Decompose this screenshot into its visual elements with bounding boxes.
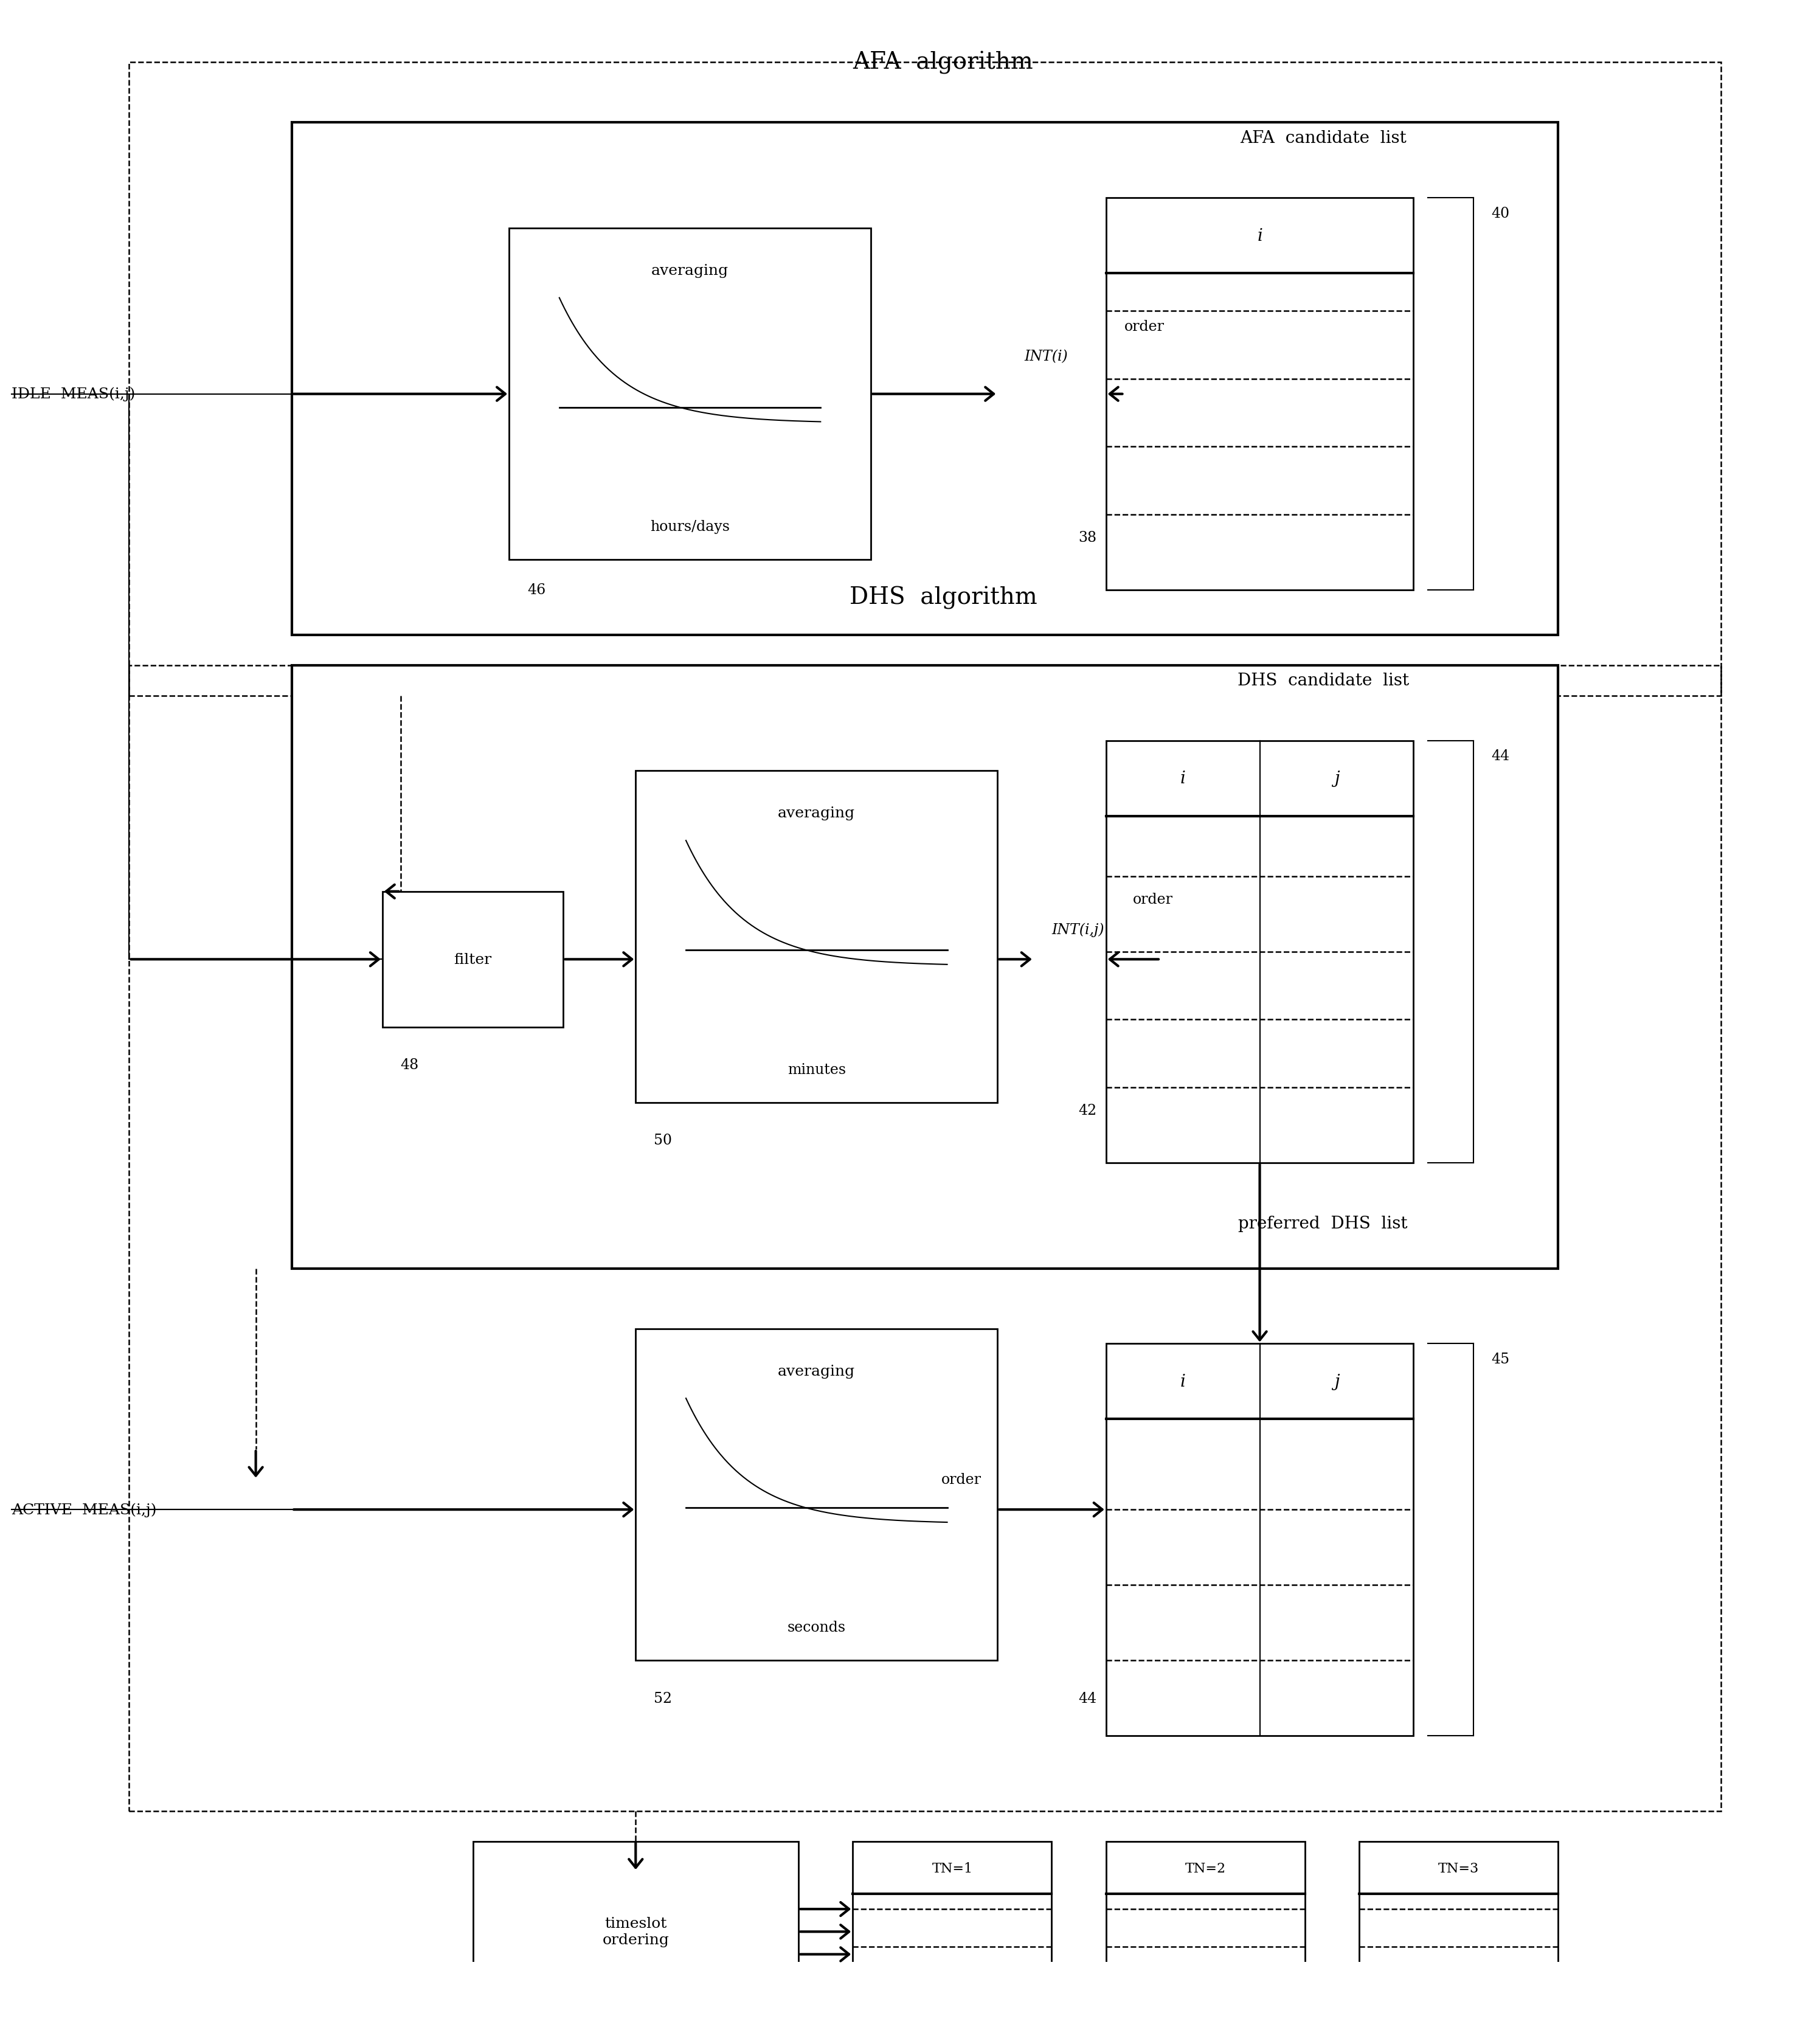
Text: DHS  algorithm: DHS algorithm (849, 587, 1038, 609)
Bar (292, 123, 1558, 636)
Bar (383, 891, 564, 1028)
Text: minutes: minutes (787, 1063, 845, 1077)
Text: 44: 44 (1491, 748, 1509, 762)
Bar (853, 1842, 1052, 2022)
Bar (129, 666, 1721, 1811)
Text: 38: 38 (1079, 531, 1097, 544)
Text: INT(i,j): INT(i,j) (1052, 922, 1105, 936)
Text: preferred  DHS  list: preferred DHS list (1239, 1214, 1408, 1233)
Text: AFA  algorithm: AFA algorithm (853, 51, 1034, 74)
Bar (1107, 1343, 1413, 1735)
Text: AFA  candidate  list: AFA candidate list (1239, 131, 1406, 147)
Text: 52: 52 (653, 1690, 671, 1705)
Bar (1107, 1842, 1304, 2022)
Text: i: i (1181, 1374, 1186, 1390)
Text: IDLE  MEAS(i,j): IDLE MEAS(i,j) (11, 386, 136, 401)
Text: 46: 46 (528, 583, 546, 597)
Bar (1107, 742, 1413, 1163)
Bar (292, 666, 1558, 1269)
Text: hours/days: hours/days (649, 519, 729, 533)
Bar (473, 1842, 798, 2022)
Text: 50: 50 (653, 1134, 671, 1147)
Text: j: j (1333, 771, 1339, 787)
Text: i: i (1257, 229, 1263, 245)
Text: 48: 48 (401, 1059, 419, 1071)
Text: timeslot
ordering: timeslot ordering (602, 1917, 669, 1946)
Bar (129, 63, 1721, 695)
Text: order: order (1134, 893, 1174, 905)
Bar (510, 229, 871, 560)
Text: order: order (941, 1472, 981, 1486)
Text: INT(i): INT(i) (1025, 350, 1068, 364)
Text: TN=3: TN=3 (1439, 1862, 1478, 1874)
Text: ACTIVE  MEAS(i,j): ACTIVE MEAS(i,j) (11, 1502, 156, 1517)
Text: averaging: averaging (778, 807, 854, 820)
Text: 45: 45 (1491, 1351, 1509, 1365)
Text: j: j (1333, 1374, 1339, 1390)
Bar (635, 1329, 998, 1660)
Text: TN=2: TN=2 (1185, 1862, 1226, 1874)
Text: order: order (1125, 319, 1165, 333)
Bar (1359, 1842, 1558, 2022)
Text: filter: filter (453, 953, 492, 967)
Text: 44: 44 (1079, 1690, 1097, 1705)
Text: averaging: averaging (651, 264, 729, 278)
Text: seconds: seconds (787, 1621, 845, 1635)
Text: 40: 40 (1491, 206, 1509, 221)
Bar (1107, 198, 1413, 591)
Text: 42: 42 (1079, 1104, 1097, 1118)
Text: TN=1: TN=1 (932, 1862, 972, 1874)
Bar (635, 771, 998, 1104)
Text: averaging: averaging (778, 1363, 854, 1378)
Text: DHS  candidate  list: DHS candidate list (1237, 672, 1409, 689)
Text: i: i (1181, 771, 1186, 787)
